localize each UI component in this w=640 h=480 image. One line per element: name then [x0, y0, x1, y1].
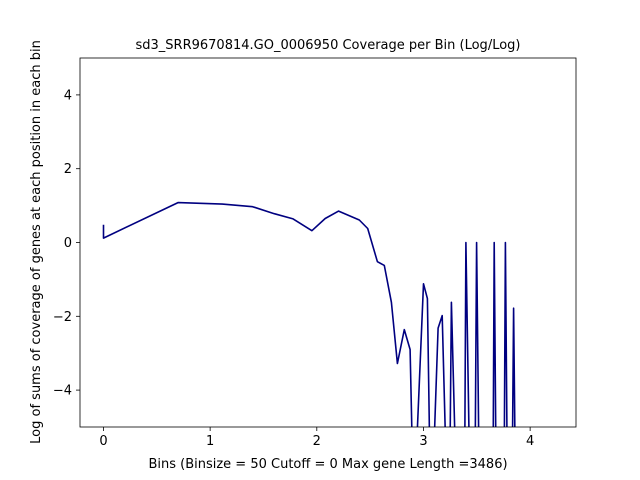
- series-layer: [102, 201, 516, 427]
- x-tick-label: 3: [419, 434, 427, 449]
- y-tick-label: 0: [64, 236, 72, 251]
- x-axis-ticks: 0 1 2 3 4: [99, 427, 534, 449]
- y-tick-label: 2: [64, 162, 72, 177]
- x-tick-label: 2: [313, 434, 321, 449]
- series-line-0: [102, 201, 516, 427]
- x-tick-label: 4: [526, 434, 534, 449]
- y-tick-label: −2: [53, 310, 72, 325]
- y-tick-label: −4: [53, 384, 72, 399]
- plot-frame: [79, 57, 577, 428]
- y-axis-label: Log of sums of coverage of genes at each…: [29, 40, 44, 444]
- plot-area: [80, 58, 576, 427]
- x-axis-label: Bins (Binsize = 50 Cutoff = 0 Max gene L…: [148, 457, 507, 472]
- x-tick-label: 0: [99, 434, 107, 449]
- y-axis-ticks: 4 2 0 −2 −4: [53, 88, 80, 399]
- y-tick-label: 4: [64, 88, 72, 103]
- chart-title: sd3_SRR9670814.GO_0006950 Coverage per B…: [136, 38, 521, 53]
- x-tick-label: 1: [206, 434, 214, 449]
